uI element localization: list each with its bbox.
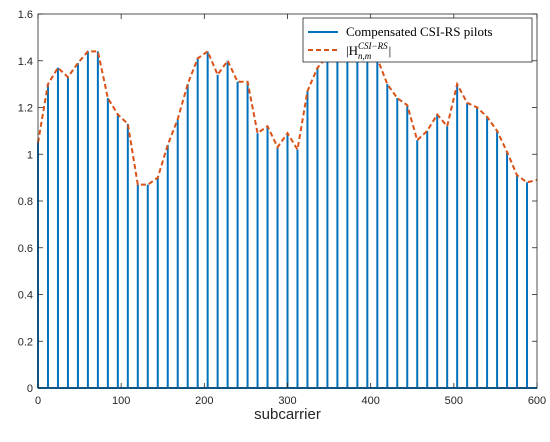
legend-math-end: | <box>389 43 392 58</box>
legend-math-sup: CSI−RS <box>358 41 388 51</box>
dashed-series <box>37 24 538 186</box>
y-tick-label: 1.2 <box>18 103 33 115</box>
x-axis-ticks: 0 100 200 300 400 500 600 <box>35 14 546 407</box>
y-tick-label: 1.4 <box>18 56 33 68</box>
legend-label-stem: Compensated CSI-RS pilots <box>346 24 493 39</box>
y-tick-label: 0 <box>27 383 33 395</box>
legend-label-dashed: |HCSI−RS n,m | <box>346 41 391 61</box>
x-tick-label: 300 <box>278 395 296 407</box>
x-tick-label: 400 <box>361 395 379 407</box>
x-tick-label: 500 <box>445 395 463 407</box>
y-tick-label: 0.4 <box>18 290 33 302</box>
legend-math-sub: n,m <box>358 51 372 61</box>
x-axis-label: subcarrier <box>254 406 321 423</box>
x-tick-label: 0 <box>35 395 41 407</box>
x-tick-label: 200 <box>195 395 213 407</box>
x-tick-label: 100 <box>112 395 130 407</box>
y-tick-label: 0.6 <box>18 243 33 255</box>
y-axis-ticks: 0 0.2 0.4 0.6 0.8 1 1.2 1.4 1.6 <box>18 9 537 395</box>
y-tick-label: 0.8 <box>18 196 33 208</box>
dashed-line-mark <box>37 24 538 186</box>
y-tick-label: 0.2 <box>18 336 33 348</box>
y-tick-label: 1 <box>27 149 33 161</box>
legend-box <box>302 17 533 63</box>
legend: Compensated CSI-RS pilots |HCSI−RS n,m | <box>302 17 533 63</box>
stem-series <box>37 25 537 389</box>
y-tick-label: 1.6 <box>18 9 33 21</box>
legend-math-base: |H <box>346 43 358 58</box>
x-tick-label: 600 <box>528 395 546 407</box>
